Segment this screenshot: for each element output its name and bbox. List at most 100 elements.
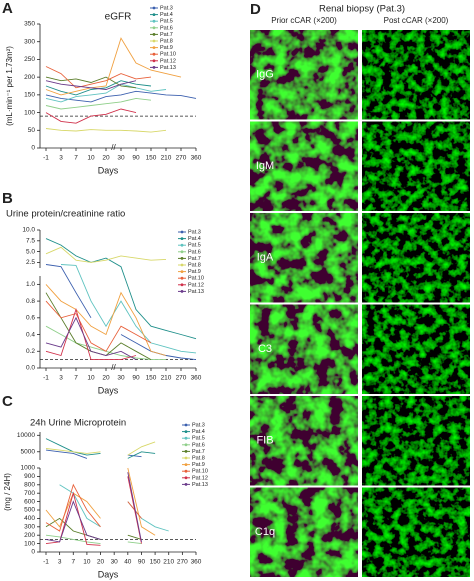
micrograph-texture [362,213,470,303]
panel-label: C [2,393,13,410]
legend-label: Pat.4 [188,236,201,242]
y-tick-label: 10.0 [22,227,35,234]
legend-marker [184,443,188,447]
legend-label: Pat.6 [160,25,173,31]
legend-marker [184,469,188,473]
column-header: Post cCAR (×200) [384,16,449,25]
y-tick-label: 50 [28,127,36,134]
series-line [46,437,196,455]
x-tick-label: 210 [161,155,172,162]
series-line [45,264,197,361]
legend-label: Pat.3 [188,229,201,235]
x-tick-label: 7 [71,559,75,566]
legend-label: Pat.10 [192,469,208,475]
y-tick-label: 0.6 [26,315,35,322]
x-tick-label: 270 [176,155,187,162]
x-tick-label: 10 [87,375,95,382]
y-tick-label: 0.8 [26,298,35,305]
legend-label: Pat.5 [160,19,173,25]
series-line [45,76,137,89]
x-tick-label: 270 [177,559,188,566]
micrograph-texture [250,396,358,486]
legend-marker [180,250,184,254]
series-line [45,90,197,103]
column-header: Prior cCAR (×200) [271,16,337,25]
panel-label: A [2,0,13,17]
x-tick-label: 3 [59,375,63,382]
legend-label: Pat.5 [192,436,205,442]
micrograph-texture [362,487,470,577]
legend-label: Pat.13 [160,65,176,71]
series-line [60,264,197,354]
y-tick-label: 100 [24,109,35,116]
chart-title: 24h Urine Microprotein [30,418,126,429]
y-tick-label: 2.5 [26,259,35,266]
series-line [45,80,137,90]
series-line [45,300,152,352]
legend-label: Pat.8 [160,38,173,44]
legend-marker [184,476,188,480]
y-tick-label: 700 [24,490,35,497]
legend-marker [152,46,156,49]
micrograph-texture [250,487,358,577]
y-tick-label: 200 [24,532,35,539]
x-tick-label: -1 [43,559,49,566]
legend-marker [180,283,184,287]
legend-label: Pat.5 [188,243,201,249]
y-axis-label: (mL·min⁻¹ per 1.73m²) [5,46,14,126]
panel-title: Renal biopsy (Pat.3) [319,4,405,15]
x-tick-label: 30 [117,375,125,382]
y-tick-label: 200 [24,74,35,81]
y-tick-label: 250 [24,56,35,63]
x-tick-label: 360 [191,559,202,566]
series-line [45,238,197,340]
legend-label: Pat.4 [192,429,205,435]
row-label: C3 [258,343,272,355]
legend-marker [180,263,184,267]
micrograph-texture [250,121,358,211]
micrograph-texture [362,30,470,120]
series-line [45,316,137,360]
y-tick-label: 1000 [21,465,36,472]
legend-marker [152,66,156,69]
legend-marker [184,430,188,433]
row-label: IgG [256,69,274,81]
legend-marker [152,26,156,30]
legend-label: Pat.10 [188,276,204,282]
panel-label: D [250,1,261,18]
x-tick-label: -1 [43,375,49,382]
x-tick-label: 20 [102,155,110,162]
legend-label: Pat.7 [192,449,205,455]
y-tick-label: 0 [31,549,35,556]
y-tick-label: 0 [31,145,35,152]
micrograph-texture [362,396,470,486]
y-tick-label: 300 [24,524,35,531]
x-tick-label: 210 [163,559,174,566]
y-tick-label: 800 [24,482,35,489]
x-axis-label: Days [98,569,119,579]
legend-marker [152,52,156,56]
x-tick-label: 7 [74,375,78,382]
x-tick-label: 20 [102,375,110,382]
y-tick-label: 0.0 [26,365,35,372]
series-line [45,307,137,361]
micrograph-texture [362,304,470,394]
series-line [46,450,196,535]
legend-label: Pat.7 [160,32,173,38]
y-tick-label: 300 [24,38,35,45]
legend-label: Pat.4 [160,12,173,18]
y-tick-label: 600 [24,498,35,505]
series-line [45,284,167,356]
x-tick-label: 270 [176,375,187,382]
series-line [45,66,152,89]
x-tick-label: 150 [146,155,157,162]
series-line [45,108,137,124]
x-tick-label: 360 [191,155,202,162]
series-line [46,247,196,262]
y-axis-label: (mg / 24H) [3,473,12,511]
legend-label: Pat.12 [160,58,176,64]
legend-marker [184,436,188,440]
y-tick-label: 1.0 [26,281,35,288]
legend-marker [184,456,188,460]
